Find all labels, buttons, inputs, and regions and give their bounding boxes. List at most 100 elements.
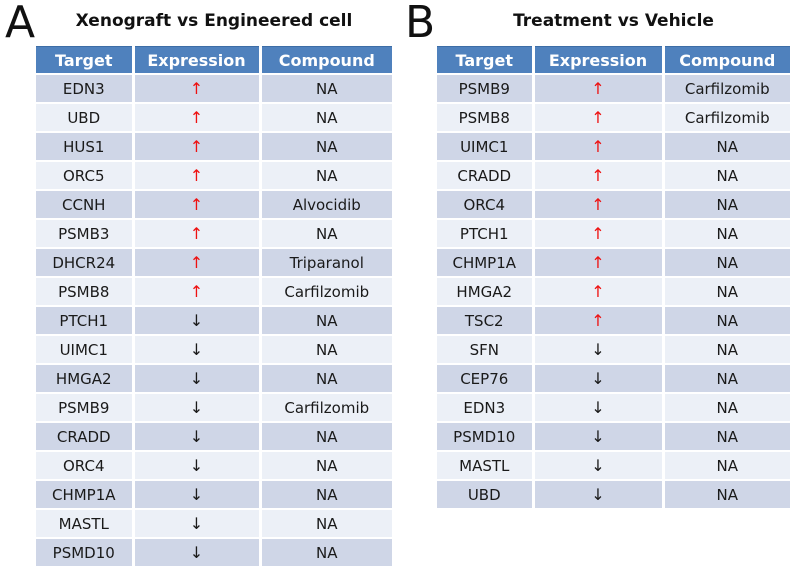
down-arrow-icon: ↓ [189,455,204,475]
up-arrow-icon: ↑ [189,165,204,185]
column-header-compound: Compound [258,46,392,75]
target-cell: UBD [437,480,533,510]
compound-cell: NA [258,335,392,365]
target-cell: PSMB8 [437,103,533,133]
down-arrow-icon: ↓ [189,339,204,359]
compound-cell: NA [661,364,790,394]
compound-cell: NA [661,480,790,510]
table-row: PTCH1 ↓ NA [36,306,392,336]
table-row: ORC4 ↓ NA [36,451,392,481]
expression-cell: ↑ [531,277,663,307]
up-arrow-icon: ↑ [591,310,605,330]
expression-cell: ↑ [531,132,663,162]
target-cell: CHMP1A [437,248,533,278]
table-row: MASTL ↓ NA [36,509,392,539]
target-cell: ORC4 [36,451,133,481]
compound-cell: Triparanol [258,248,392,278]
compound-cell: NA [661,393,790,423]
expression-cell: ↓ [131,480,260,510]
column-header-target: Target [36,46,133,75]
table-row: PSMB3 ↑ NA [36,219,392,249]
expression-cell: ↑ [131,190,260,220]
target-cell: HMGA2 [437,277,533,307]
expression-cell: ↓ [131,538,260,568]
expression-cell: ↑ [531,306,663,336]
target-cell: EDN3 [437,393,533,423]
table-row: PSMB8 ↑ Carfilzomib [437,103,790,133]
compound-cell: Carfilzomib [661,103,790,133]
up-arrow-icon: ↑ [189,223,204,243]
target-cell: CRADD [437,161,533,191]
target-cell: HUS1 [36,132,133,162]
down-arrow-icon: ↓ [591,426,605,446]
treatment-vs-vehicle-table: Target Expression Compound PSMB9 ↑ Carfilzomi… [437,46,790,510]
compound-cell: NA [258,422,392,452]
expression-cell: ↓ [131,422,260,452]
compound-cell: Carfilzomib [661,73,790,104]
down-arrow-icon: ↓ [591,397,605,417]
compound-cell: Alvocidib [258,190,392,220]
expression-cell: ↑ [131,277,260,307]
panel-label-a: A [5,0,36,48]
target-cell: CEP76 [437,364,533,394]
table-row: CHMP1A ↑ NA [437,248,790,278]
table-row: PSMB9 ↓ Carfilzomib [36,393,392,423]
down-arrow-icon: ↓ [591,484,605,504]
panel-label-b: B [405,0,436,48]
expression-cell: ↓ [131,364,260,394]
table-row: CCNH ↑ Alvocidib [36,190,392,220]
compound-cell: NA [661,248,790,278]
down-arrow-icon: ↓ [189,368,204,388]
table-header-row: Target Expression Compound [437,46,790,75]
up-arrow-icon: ↑ [189,281,204,301]
expression-cell: ↓ [131,451,260,481]
up-arrow-icon: ↑ [591,281,605,301]
table-row: PTCH1 ↑ NA [437,219,790,249]
expression-cell: ↓ [531,335,663,365]
target-cell: ORC5 [36,161,133,191]
column-header-expression: Expression [531,46,663,75]
down-arrow-icon: ↓ [189,397,204,417]
expression-cell: ↑ [531,103,663,133]
compound-cell: NA [661,451,790,481]
panel-b-title: Treatment vs Vehicle [513,11,714,31]
expression-cell: ↑ [131,132,260,162]
expression-cell: ↓ [531,451,663,481]
down-arrow-icon: ↓ [189,542,204,562]
expression-cell: ↑ [131,103,260,133]
expression-cell: ↓ [131,306,260,336]
table-header-row: Target Expression Compound [36,46,392,75]
up-arrow-icon: ↑ [189,78,204,98]
expression-cell: ↑ [131,73,260,104]
table-row: ORC5 ↑ NA [36,161,392,191]
compound-cell: Carfilzomib [258,393,392,423]
target-cell: PSMD10 [36,538,133,568]
up-arrow-icon: ↑ [189,194,204,214]
target-cell: MASTL [36,509,133,539]
table-row: CRADD ↓ NA [36,422,392,452]
expression-cell: ↑ [131,219,260,249]
target-cell: PTCH1 [36,306,133,336]
table-row: EDN3 ↑ NA [36,73,392,104]
table-row: PSMB8 ↑ Carfilzomib [36,277,392,307]
expression-cell: ↑ [531,190,663,220]
compound-cell: NA [258,480,392,510]
target-cell: CHMP1A [36,480,133,510]
target-cell: UIMC1 [36,335,133,365]
target-cell: PSMD10 [437,422,533,452]
compound-cell: NA [258,161,392,191]
table-row: CHMP1A ↓ NA [36,480,392,510]
expression-cell: ↑ [531,161,663,191]
table-row: DHCR24 ↑ Triparanol [36,248,392,278]
target-cell: PTCH1 [437,219,533,249]
up-arrow-icon: ↑ [591,252,605,272]
target-cell: MASTL [437,451,533,481]
down-arrow-icon: ↓ [591,368,605,388]
target-cell: UIMC1 [437,132,533,162]
table-row: SFN ↓ NA [437,335,790,365]
column-header-compound: Compound [661,46,790,75]
table-row: HUS1 ↑ NA [36,132,392,162]
expression-cell: ↑ [531,248,663,278]
up-arrow-icon: ↑ [591,136,605,156]
